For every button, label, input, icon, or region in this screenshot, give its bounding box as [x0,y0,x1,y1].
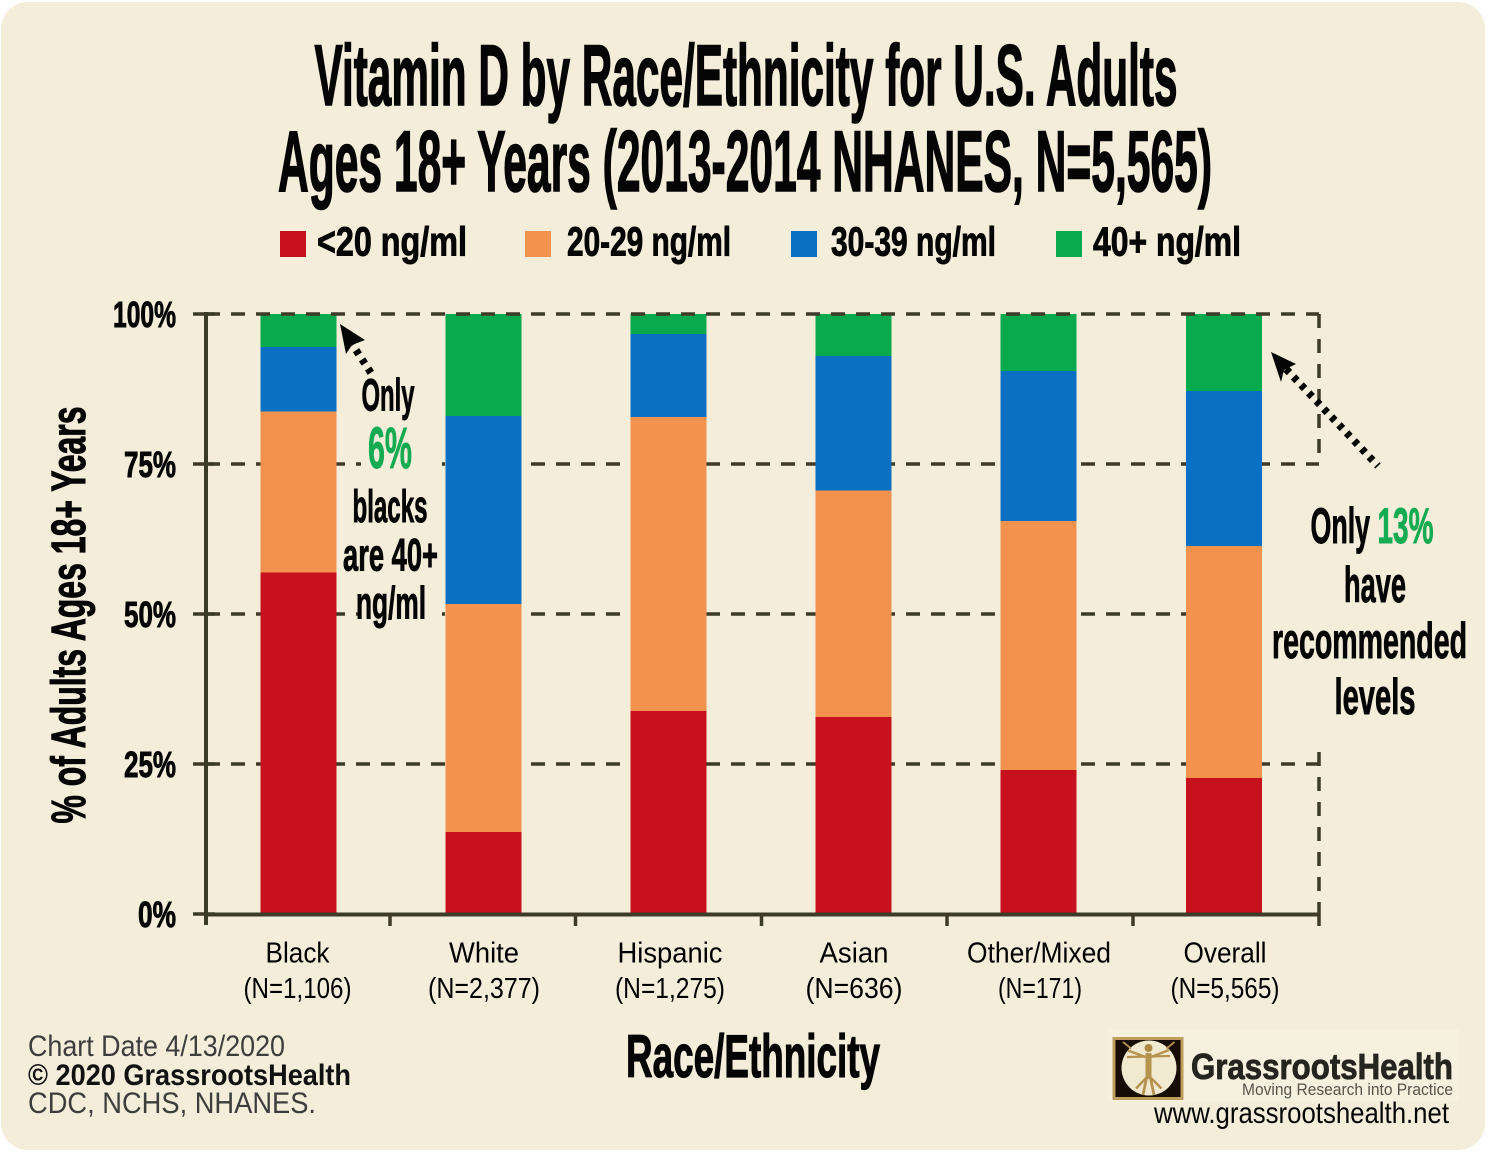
svg-text:Only 13%: Only 13% [1311,498,1434,554]
svg-text:75%: 75% [124,444,176,485]
svg-text:www.grassrootshealth.net: www.grassrootshealth.net [1153,1097,1449,1130]
svg-text:Asian: Asian [820,938,889,970]
svg-text:CDC, NCHS, NHANES.: CDC, NCHS, NHANES. [28,1087,316,1120]
svg-text:50%: 50% [124,594,176,635]
svg-text:White: White [449,938,519,970]
svg-text:<20 ng/ml: <20 ng/ml [317,219,467,265]
svg-text:100%: 100% [113,294,176,335]
svg-text:levels: levels [1335,669,1416,725]
svg-text:Vitamin D by Race/Ethnicity fo: Vitamin D by Race/Ethnicity for U.S. Adu… [315,28,1178,124]
svg-text:(N=1,275): (N=1,275) [615,973,725,1005]
svg-text:Chart Date 4/13/2020: Chart Date 4/13/2020 [28,1030,285,1063]
svg-text:Other/Mixed: Other/Mixed [967,938,1111,970]
svg-text:20-29 ng/ml: 20-29 ng/ml [567,219,731,265]
svg-text:have: have [1344,557,1406,613]
svg-text:GrassrootsHealth: GrassrootsHealth [1191,1046,1453,1087]
svg-text:Moving Research into Practice: Moving Research into Practice [1242,1081,1453,1099]
svg-text:Only: Only [362,370,415,421]
svg-text:are 40+: are 40+ [343,530,438,581]
svg-text:Race/Ethnicity: Race/Ethnicity [626,1023,880,1090]
svg-text:30-39 ng/ml: 30-39 ng/ml [831,219,996,265]
svg-text:(N=1,106): (N=1,106) [244,973,352,1005]
svg-text:40+ ng/ml: 40+ ng/ml [1093,219,1241,265]
svg-text:(N=636): (N=636) [806,973,903,1005]
svg-text:% of Adults Ages 18+ Years: % of Adults Ages 18+ Years [43,407,96,824]
svg-text:Hispanic: Hispanic [618,938,723,970]
svg-text:(N=171): (N=171) [998,973,1082,1005]
svg-text:6%: 6% [368,416,412,481]
svg-text:25%: 25% [124,744,176,785]
svg-text:ng/ml: ng/ml [356,578,426,629]
svg-text:© 2020 GrassrootsHealth: © 2020 GrassrootsHealth [28,1059,351,1092]
svg-text:Overall: Overall [1184,938,1267,970]
svg-text:(N=2,377): (N=2,377) [428,973,540,1005]
svg-text:recommended: recommended [1272,613,1467,669]
svg-text:0%: 0% [138,894,176,935]
svg-text:Ages 18+ Years (2013-2014 NHAN: Ages 18+ Years (2013-2014 NHANES, N=5,56… [278,114,1212,210]
svg-text:(N=5,565): (N=5,565) [1171,973,1280,1005]
svg-text:Black: Black [266,938,330,970]
svg-text:blacks: blacks [353,481,428,532]
